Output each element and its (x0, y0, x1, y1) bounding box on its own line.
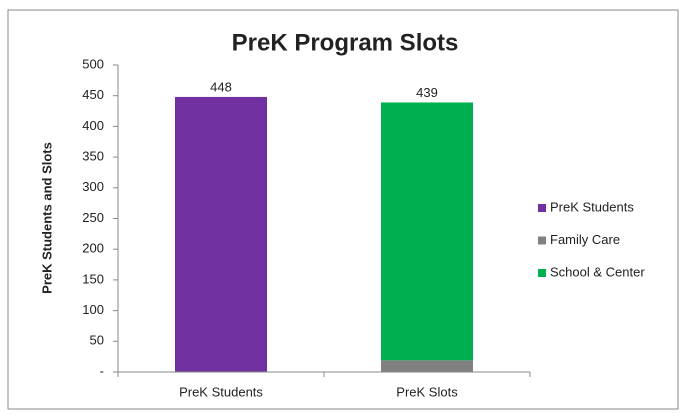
y-tick-label: - (100, 363, 104, 378)
x-tick-label: PreK Students (179, 384, 263, 399)
legend-swatch (538, 204, 546, 212)
y-tick-label: 450 (82, 87, 104, 102)
y-tick-label: 100 (82, 302, 104, 317)
legend-label: PreK Students (550, 199, 634, 214)
y-tick-label: 150 (82, 271, 104, 286)
total-label: 439 (416, 85, 438, 100)
legend-swatch (538, 269, 546, 277)
x-tick-label: PreK Slots (396, 384, 458, 399)
y-tick-label: 400 (82, 118, 104, 133)
y-tick-label: 200 (82, 241, 104, 256)
y-tick-label: 250 (82, 210, 104, 225)
bar-segment (381, 102, 473, 361)
legend-label: School & Center (550, 264, 645, 279)
chart-title: PreK Program Slots (232, 29, 459, 56)
chart-frame (7, 9, 679, 410)
bar-segment (381, 360, 473, 372)
y-tick-label: 50 (90, 333, 104, 348)
legend-swatch (538, 236, 546, 245)
y-tick-label: 300 (82, 179, 104, 194)
y-axis-label: PreK Students and Slots (39, 142, 54, 294)
y-tick-label: 500 (82, 56, 104, 71)
bar-segment (175, 96, 267, 372)
legend-label: Family Care (550, 232, 620, 247)
y-tick-label: 350 (82, 149, 104, 164)
total-label: 448 (210, 79, 232, 94)
